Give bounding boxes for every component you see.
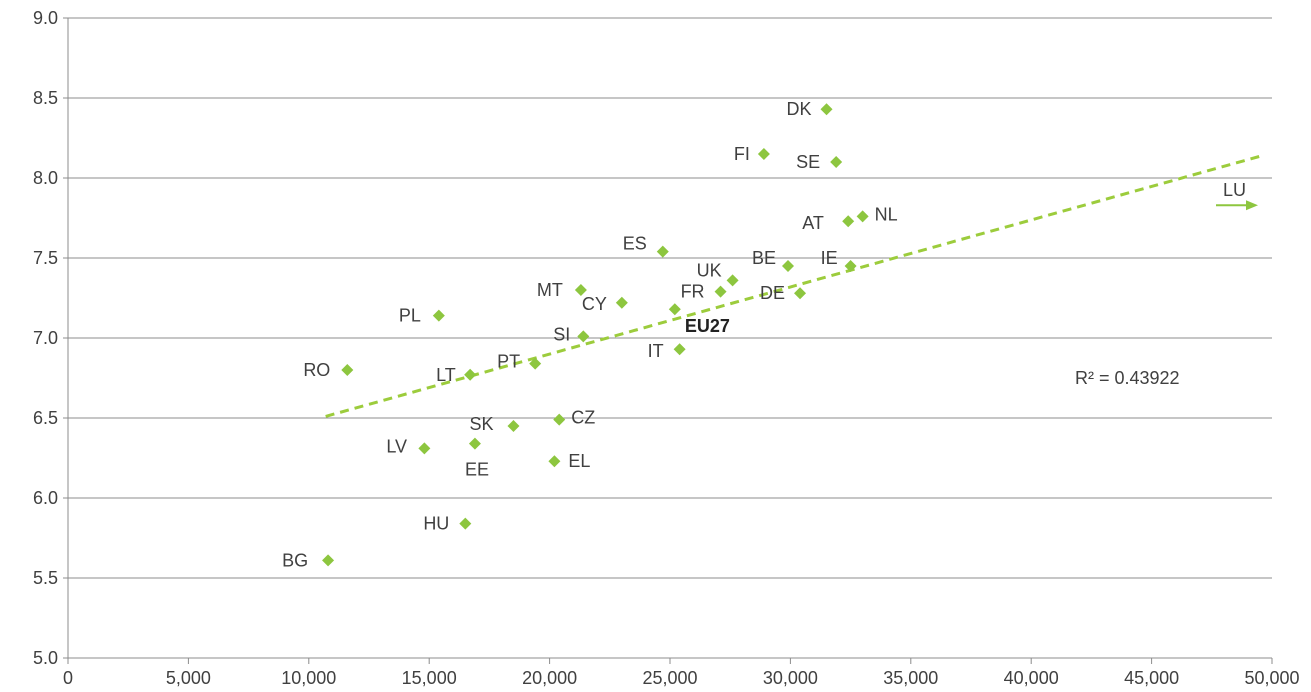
x-axis-ticks: 0 5,000 10,000 15,000 20,000 25,000 30,000 35,0…: [63, 658, 1300, 688]
y-tick-label: 5.0: [33, 648, 58, 668]
point-cy: [615, 296, 628, 309]
point-label-pt: PT: [497, 352, 520, 372]
point-label-fr: FR: [681, 282, 705, 302]
y-tick-label: 9.0: [33, 8, 58, 28]
point-el: [548, 455, 561, 468]
y-tick-label: 8.5: [33, 88, 58, 108]
y-axis-ticks: 5.0 5.5 6.0 6.5 7.0 7.5 8.0 8.5 9.0: [33, 8, 68, 668]
y-tick-label: 8.0: [33, 168, 58, 188]
point-label-fi: FI: [734, 144, 750, 164]
point-label-ee: EE: [465, 460, 489, 480]
point-bg: [322, 554, 335, 567]
x-tick-label: 15,000: [402, 668, 457, 688]
x-tick-label: 10,000: [281, 668, 336, 688]
trendline: [325, 154, 1263, 418]
point-label-ro: RO: [303, 360, 330, 380]
point-label-nl: NL: [875, 204, 898, 224]
point-label-lv: LV: [386, 436, 407, 456]
point-lv: [418, 442, 431, 455]
point-label-se: SE: [796, 152, 820, 172]
point-label-bg: BG: [282, 550, 308, 570]
point-mt: [574, 284, 587, 296]
point-label-cy: CY: [582, 294, 607, 314]
point-label-it: IT: [648, 341, 664, 361]
point-it: [673, 343, 686, 356]
x-tick-label: 35,000: [883, 668, 938, 688]
x-tick-label: 25,000: [642, 668, 697, 688]
point-si: [577, 330, 590, 343]
point-ro: [341, 364, 354, 376]
y-tick-label: 7.0: [33, 328, 58, 348]
point-ie: [844, 260, 857, 272]
lu-arrow-head: [1246, 200, 1258, 211]
y-tick-label: 6.5: [33, 408, 58, 428]
x-tick-label: 0: [63, 668, 73, 688]
point-es: [656, 245, 669, 258]
point-label-hu: HU: [423, 514, 449, 534]
point-uk: [726, 274, 739, 287]
x-tick-label: 50,000: [1244, 668, 1299, 688]
point-lt: [464, 368, 477, 381]
point-label-ie: IE: [821, 248, 838, 268]
point-label-lu: LU: [1223, 180, 1246, 200]
point-fi: [757, 148, 770, 160]
x-tick-label: 5,000: [166, 668, 211, 688]
point-label-at: AT: [802, 213, 824, 233]
point-sk: [507, 420, 520, 432]
point-label-eu27: EU27: [685, 316, 730, 336]
point-labels: DK FI SE AT NL ES UK BE IE FR DE MT CY EU27 PL SI IT RO PT…: [282, 99, 898, 570]
point-de: [794, 287, 807, 300]
point-cz: [553, 413, 566, 426]
point-label-pl: PL: [399, 306, 421, 326]
trendline-dashed: [325, 154, 1263, 418]
point-label-be: BE: [752, 248, 776, 268]
y-tick-label: 5.5: [33, 568, 58, 588]
point-dk: [820, 103, 833, 116]
y-tick-label: 6.0: [33, 488, 58, 508]
point-label-si: SI: [553, 324, 570, 344]
gridlines: [68, 17, 1272, 579]
x-tick-label: 45,000: [1124, 668, 1179, 688]
offscale-marker: LU: [1216, 180, 1258, 211]
point-se: [830, 156, 843, 168]
point-label-sk: SK: [469, 414, 493, 434]
point-label-lt: LT: [436, 365, 456, 385]
point-pt: [529, 357, 542, 370]
point-label-dk: DK: [787, 99, 812, 119]
point-hu: [459, 517, 472, 530]
x-tick-label: 30,000: [763, 668, 818, 688]
point-nl: [856, 210, 869, 223]
point-label-el: EL: [568, 451, 590, 471]
point-label-de: DE: [760, 283, 785, 303]
point-label-cz: CZ: [571, 408, 595, 428]
x-tick-label: 20,000: [522, 668, 577, 688]
point-pl: [432, 309, 445, 322]
x-tick-label: 40,000: [1004, 668, 1059, 688]
point-be: [781, 260, 794, 272]
point-at: [842, 215, 855, 228]
y-tick-label: 7.5: [33, 248, 58, 268]
r-squared-annotation: R² = 0.43922: [1075, 368, 1180, 388]
point-fr: [714, 285, 727, 298]
point-eu27: [668, 303, 681, 316]
point-ee: [468, 437, 481, 450]
point-label-uk: UK: [697, 260, 722, 280]
point-label-es: ES: [623, 234, 647, 254]
point-label-mt: MT: [537, 280, 563, 300]
data-points: [322, 103, 869, 567]
